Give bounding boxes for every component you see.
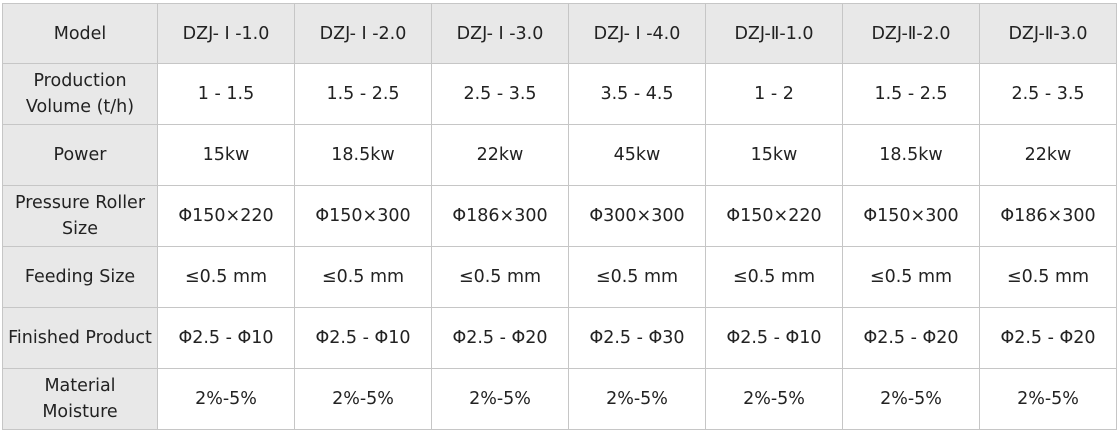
header-cell-model-name: DZJ-Ⅱ-2.0 <box>842 3 980 64</box>
table-cell: Φ2.5 - Φ30 <box>568 307 706 369</box>
table-cell: Φ186×300 <box>979 185 1117 247</box>
table-cell: Φ2.5 - Φ20 <box>842 307 980 369</box>
table-cell: Φ300×300 <box>568 185 706 247</box>
table-cell: 1.5 - 2.5 <box>842 63 980 125</box>
table-cell: Φ2.5 - Φ20 <box>431 307 569 369</box>
table-row: Pressure Roller Size Φ150×220 Φ150×300 Φ186… <box>2 185 1117 247</box>
table-cell: 2%-5% <box>157 368 295 430</box>
table-cell: Φ186×300 <box>431 185 569 247</box>
row-label: Production Volume (t/h) <box>2 63 158 125</box>
table-cell: 2%-5% <box>294 368 432 430</box>
table-cell: Φ150×300 <box>294 185 432 247</box>
table-cell: Φ150×300 <box>842 185 980 247</box>
header-cell-model-name: DZJ- Ⅰ -1.0 <box>157 3 295 64</box>
table-cell: Φ150×220 <box>705 185 843 247</box>
table-row: Power 15kw 18.5kw 22kw 45kw 15kw 18.5kw 22kw <box>2 124 1117 186</box>
table-cell: 18.5kw <box>294 124 432 186</box>
table-cell: 1 - 2 <box>705 63 843 125</box>
table-row: Production Volume (t/h) 1 - 1.5 1.5 - 2.5 2… <box>2 63 1117 125</box>
table-cell: ≤0.5 mm <box>157 246 295 308</box>
table-cell: 22kw <box>431 124 569 186</box>
table-cell: 2%-5% <box>431 368 569 430</box>
table-cell: Φ2.5 - Φ10 <box>705 307 843 369</box>
table-cell: 3.5 - 4.5 <box>568 63 706 125</box>
table-cell: 1.5 - 2.5 <box>294 63 432 125</box>
table-cell: 22kw <box>979 124 1117 186</box>
table-cell: 2%-5% <box>705 368 843 430</box>
table-cell: Φ2.5 - Φ10 <box>294 307 432 369</box>
row-label: Finished Product <box>2 307 158 369</box>
table-cell: ≤0.5 mm <box>842 246 980 308</box>
table-cell: Φ2.5 - Φ20 <box>979 307 1117 369</box>
table-cell: 1 - 1.5 <box>157 63 295 125</box>
table-row: Material Moisture 2%-5% 2%-5% 2%-5% 2%-5% 2%-… <box>2 368 1117 430</box>
header-cell-model-name: DZJ- Ⅰ -3.0 <box>431 3 569 64</box>
table-cell: 2%-5% <box>568 368 706 430</box>
header-cell-model-name: DZJ- Ⅰ -4.0 <box>568 3 706 64</box>
row-label: Pressure Roller Size <box>2 185 158 247</box>
header-cell-model-name: DZJ- Ⅰ -2.0 <box>294 3 432 64</box>
table-cell: 2%-5% <box>979 368 1117 430</box>
table-cell: 2.5 - 3.5 <box>979 63 1117 125</box>
table-cell: 45kw <box>568 124 706 186</box>
table-cell: 2%-5% <box>842 368 980 430</box>
row-label: Power <box>2 124 158 186</box>
row-label: Material Moisture <box>2 368 158 430</box>
row-label: Feeding Size <box>2 246 158 308</box>
table-cell: 15kw <box>157 124 295 186</box>
table-cell: ≤0.5 mm <box>705 246 843 308</box>
table-cell: Φ2.5 - Φ10 <box>157 307 295 369</box>
header-cell-model: Model <box>2 3 158 64</box>
table-cell: Φ150×220 <box>157 185 295 247</box>
header-cell-model-name: DZJ-Ⅱ-1.0 <box>705 3 843 64</box>
header-cell-model-name: DZJ-Ⅱ-3.0 <box>979 3 1117 64</box>
table-cell: ≤0.5 mm <box>431 246 569 308</box>
table-cell: ≤0.5 mm <box>568 246 706 308</box>
table-cell: 2.5 - 3.5 <box>431 63 569 125</box>
table-cell: ≤0.5 mm <box>979 246 1117 308</box>
table-cell: 15kw <box>705 124 843 186</box>
table-cell: 18.5kw <box>842 124 980 186</box>
table-row: Feeding Size ≤0.5 mm ≤0.5 mm ≤0.5 mm ≤0.5 mm… <box>2 246 1117 308</box>
spec-table: Model DZJ- Ⅰ -1.0 DZJ- Ⅰ -2.0 DZJ- Ⅰ -3.0 DZ… <box>2 3 1117 430</box>
table-row: Finished Product Φ2.5 - Φ10 Φ2.5 - Φ10 Φ2.5… <box>2 307 1117 369</box>
header-row: Model DZJ- Ⅰ -1.0 DZJ- Ⅰ -2.0 DZJ- Ⅰ -3.0 DZ… <box>2 3 1117 64</box>
table-cell: ≤0.5 mm <box>294 246 432 308</box>
